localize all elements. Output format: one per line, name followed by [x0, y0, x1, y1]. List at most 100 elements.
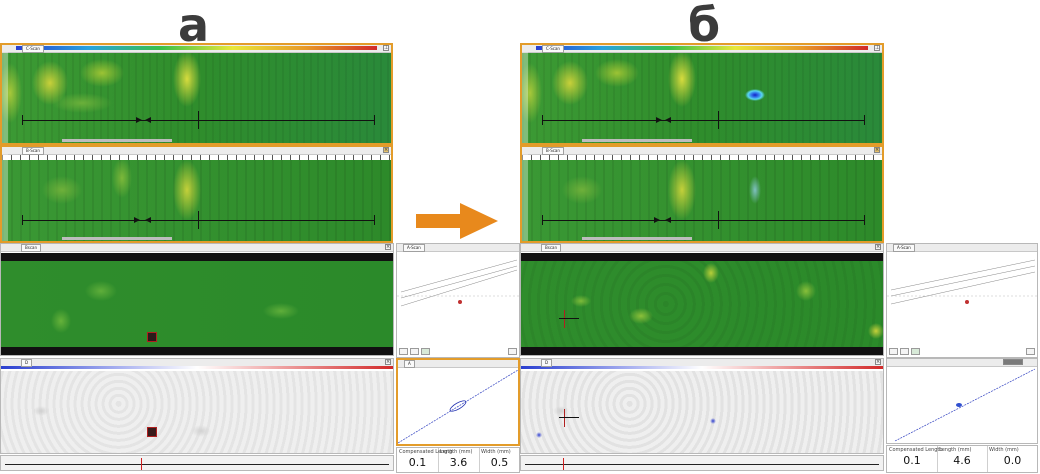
tab-cscan[interactable]: C-Scan	[542, 45, 564, 53]
tab-ascan-view[interactable]: A	[404, 360, 415, 368]
close-icon[interactable]: ×	[875, 244, 881, 250]
tab-ascan[interactable]: D	[21, 359, 33, 367]
cursor-icon[interactable]	[136, 117, 142, 123]
cscan-panel-a[interactable]: C-Scan ⊥	[0, 43, 393, 145]
close-icon[interactable]: ×	[875, 359, 881, 365]
cursor-icon[interactable]	[134, 217, 140, 223]
dscan-panel-a[interactable]: Bscan ×	[0, 243, 394, 356]
cursor-icon[interactable]	[665, 217, 671, 223]
defect-crosshair[interactable]	[559, 318, 579, 319]
zoom-icon[interactable]	[889, 348, 898, 355]
toolbar: C-Scan ⊥	[522, 45, 882, 53]
tab-bscan[interactable]: B-Scan	[542, 147, 564, 155]
cursor-icon[interactable]	[654, 217, 660, 223]
tab-ascan-view[interactable]: A-Scan	[893, 244, 915, 252]
ascan-panel-a[interactable]: D ×	[0, 358, 394, 454]
cursor-line[interactable]	[198, 211, 199, 229]
arrow-right-icon	[416, 203, 498, 239]
readout-header: Length (mm)	[440, 449, 473, 455]
mode-icon[interactable]	[911, 348, 920, 355]
readout-panel-a: Compensated Length 0.1 Length (mm) 3.6 W…	[396, 447, 520, 473]
ascan-panel-b[interactable]: D ×	[520, 358, 884, 454]
toolbar: A-Scan	[397, 244, 519, 252]
close-icon[interactable]: ×	[385, 359, 391, 365]
heatmap[interactable]	[521, 261, 883, 347]
tab-dscan[interactable]: Bscan	[541, 244, 562, 252]
readout-header: Compensated Length	[399, 449, 453, 455]
bscan-panel-a[interactable]: B-Scan ×	[0, 145, 393, 243]
heatmap[interactable]	[1, 371, 393, 453]
readout-value: 0.1	[903, 454, 921, 467]
pin-icon[interactable]: ⊥	[874, 45, 880, 51]
cursor-line[interactable]	[718, 211, 719, 229]
cursor-icon[interactable]	[665, 117, 671, 123]
ascan-view-b-2[interactable]	[886, 358, 1038, 444]
cursor-icon[interactable]	[656, 117, 662, 123]
scrollbar[interactable]	[582, 237, 692, 240]
ascan-view-b[interactable]: A-Scan	[886, 243, 1038, 358]
settings-icon[interactable]	[1026, 348, 1035, 355]
cursor-line[interactable]	[198, 111, 199, 129]
readout-cell: Compensated Length 0.1	[887, 446, 943, 472]
readout-header: Width (mm)	[989, 447, 1019, 453]
pin-icon[interactable]: ⊥	[383, 45, 389, 51]
readout-value: 0.1	[408, 456, 427, 469]
scrollbar[interactable]	[582, 139, 692, 142]
toolbar	[887, 359, 1037, 367]
gate-line	[141, 458, 142, 470]
tab-ascan[interactable]: D	[541, 359, 553, 367]
tab-ascan-view[interactable]: A-Scan	[403, 244, 425, 252]
readout-cell: Width (mm) 0.5	[479, 448, 519, 472]
readout-panel-b: Compensated Length 0.1 Length (mm) 4.6 W…	[886, 445, 1038, 473]
black-band	[521, 347, 883, 355]
ascan-view-a[interactable]: A-Scan	[396, 243, 520, 358]
close-icon[interactable]: ×	[385, 244, 391, 250]
bscan-panel-b[interactable]: B-Scan ×	[520, 145, 884, 243]
dscan-panel-b[interactable]: Bscan ×	[520, 243, 884, 356]
tab-cscan[interactable]: C-Scan	[22, 45, 44, 53]
heatmap[interactable]	[1, 261, 393, 347]
defect-marker[interactable]	[564, 310, 575, 328]
black-band	[1, 253, 393, 261]
defect-marker[interactable]	[147, 427, 157, 437]
tab-bscan[interactable]: B-Scan	[22, 147, 44, 155]
settings-icon[interactable]	[508, 348, 517, 355]
ascan-plot	[397, 259, 519, 307]
toolbar: A-Scan	[887, 244, 1037, 252]
cursor-icon[interactable]	[145, 117, 151, 123]
readout-cell: Length (mm) 3.6	[438, 448, 480, 472]
ascan-view-a-2[interactable]: A	[396, 358, 520, 446]
toolbar: Bscan ×	[521, 244, 883, 252]
scrollbar[interactable]	[62, 237, 172, 240]
readout-cell: Length (mm) 4.6	[937, 446, 988, 472]
pan-icon[interactable]	[900, 348, 909, 355]
readout-value: 4.6	[953, 454, 971, 467]
heatmap[interactable]	[522, 53, 882, 143]
gray-button[interactable]	[1003, 359, 1023, 365]
vertical-ruler	[522, 52, 528, 143]
cscan-panel-b[interactable]: C-Scan ⊥	[520, 43, 884, 145]
measure-tick	[374, 215, 375, 225]
gate-line	[563, 458, 564, 470]
zoom-icon[interactable]	[399, 348, 408, 355]
label-a: а	[178, 0, 210, 52]
defect-crosshair[interactable]	[559, 417, 579, 418]
cursor-icon[interactable]	[145, 217, 151, 223]
close-icon[interactable]: ×	[383, 147, 389, 153]
heatmap[interactable]	[2, 53, 391, 143]
heatmap[interactable]	[2, 160, 391, 241]
pan-icon[interactable]	[410, 348, 419, 355]
heatmap[interactable]	[521, 371, 883, 453]
defect-marker[interactable]	[564, 409, 575, 427]
heatmap[interactable]	[522, 160, 882, 241]
defect-marker[interactable]	[147, 332, 157, 342]
color-scale	[1, 366, 393, 369]
toolbar: B-Scan ×	[522, 147, 882, 155]
scrollbar[interactable]	[62, 139, 172, 142]
tab-dscan[interactable]: Bscan	[21, 244, 42, 252]
mode-icon[interactable]	[421, 348, 430, 355]
close-icon[interactable]: ×	[874, 147, 880, 153]
readout-header: Compensated Length	[889, 447, 943, 453]
readout-value: 0.0	[1003, 454, 1022, 467]
cursor-line[interactable]	[718, 111, 719, 129]
